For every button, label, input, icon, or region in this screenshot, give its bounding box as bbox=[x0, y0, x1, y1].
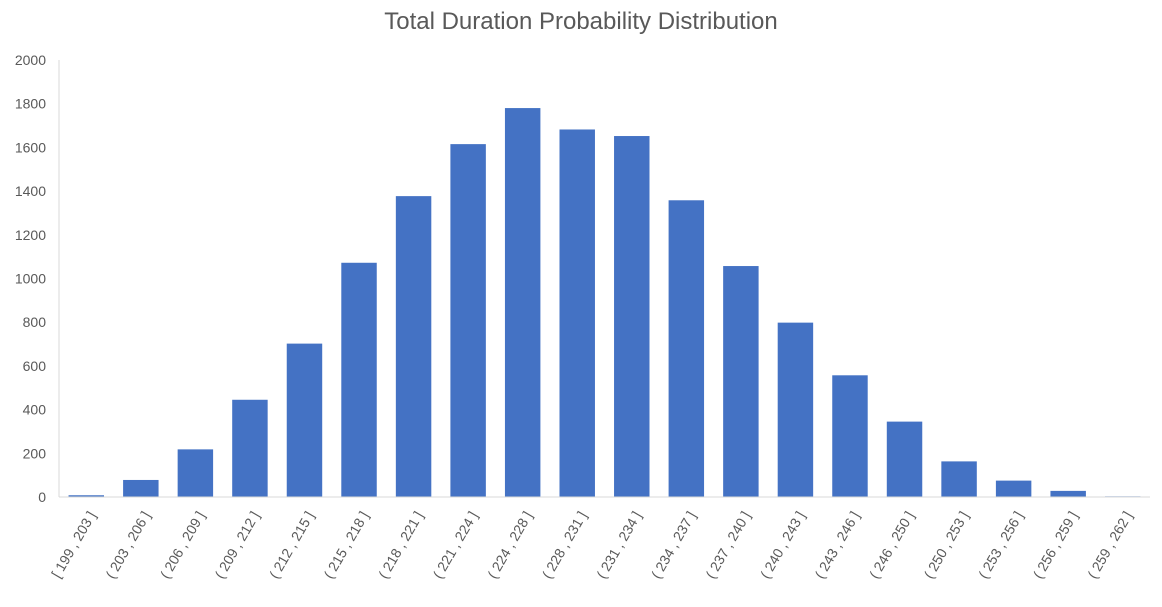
bar bbox=[777, 322, 814, 497]
x-tick-label: ( 246 , 250 ] bbox=[866, 509, 917, 582]
bar bbox=[395, 196, 432, 498]
y-tick-label: 200 bbox=[23, 445, 47, 461]
bar bbox=[286, 343, 323, 497]
x-tick-label: ( 243 , 246 ] bbox=[811, 509, 862, 582]
x-tick-label: ( 231 , 234 ] bbox=[593, 509, 644, 582]
x-axis: [ 199 , 203 ]( 203 , 206 ]( 206 , 209 ](… bbox=[48, 496, 1150, 582]
y-tick-label: 400 bbox=[23, 402, 47, 418]
x-tick-label: ( 218 , 221 ] bbox=[375, 509, 426, 582]
bar bbox=[832, 375, 868, 497]
bar bbox=[450, 144, 486, 497]
bar bbox=[341, 262, 377, 497]
x-tick-label: ( 253 , 256 ] bbox=[975, 509, 1026, 582]
bar bbox=[723, 266, 759, 497]
bar bbox=[504, 108, 541, 497]
bar bbox=[995, 480, 1032, 497]
y-tick-label: 1600 bbox=[15, 139, 46, 155]
y-tick-label: 1800 bbox=[15, 96, 46, 112]
x-tick-label: ( 215 , 218 ] bbox=[320, 509, 371, 582]
x-tick-label: ( 209 , 212 ] bbox=[211, 509, 262, 582]
x-tick-label: ( 206 , 209 ] bbox=[157, 509, 208, 582]
y-axis: 0 200 400 600 800 1000 1200 1400 1600 1800 2000 bbox=[15, 52, 60, 505]
y-tick-label: 600 bbox=[23, 358, 47, 374]
x-tick-label: ( 203 , 206 ] bbox=[102, 509, 153, 582]
x-tick-label: ( 250 , 253 ] bbox=[920, 508, 971, 581]
x-tick-label: ( 212 , 215 ] bbox=[266, 509, 317, 582]
bar bbox=[123, 479, 159, 497]
chart-title: Total Duration Probability Distribution bbox=[384, 8, 778, 35]
x-tick-label: ( 256 , 259 ] bbox=[1030, 509, 1081, 582]
bar bbox=[177, 449, 214, 497]
y-tick-label: 0 bbox=[38, 489, 46, 505]
bar bbox=[668, 200, 705, 498]
y-tick-label: 800 bbox=[23, 314, 47, 330]
x-tick-label: ( 221 , 224 ] bbox=[430, 509, 481, 582]
x-tick-label: ( 234 , 237 ] bbox=[648, 509, 699, 582]
y-tick-label: 2000 bbox=[15, 52, 46, 68]
y-tick-label: 1200 bbox=[15, 227, 46, 243]
bar bbox=[559, 129, 595, 497]
x-tick-label: ( 228 , 231 ] bbox=[539, 509, 590, 582]
x-tick-label: ( 240 , 243 ] bbox=[757, 509, 808, 582]
x-tick-label: ( 224 , 228 ] bbox=[484, 509, 535, 582]
bars bbox=[68, 108, 1141, 498]
y-tick-label: 1000 bbox=[15, 271, 46, 287]
bar bbox=[941, 461, 977, 497]
y-tick-label: 1400 bbox=[15, 183, 46, 199]
x-tick-label: ( 259 , 262 ] bbox=[1084, 509, 1135, 582]
x-tick-label: [ 199 , 203 ] bbox=[48, 509, 99, 581]
bar bbox=[614, 136, 650, 497]
bar bbox=[232, 399, 268, 497]
bar bbox=[1050, 490, 1086, 497]
bar bbox=[886, 421, 923, 497]
bar bbox=[68, 495, 105, 497]
x-tick-label: ( 237 , 240 ] bbox=[702, 509, 753, 582]
